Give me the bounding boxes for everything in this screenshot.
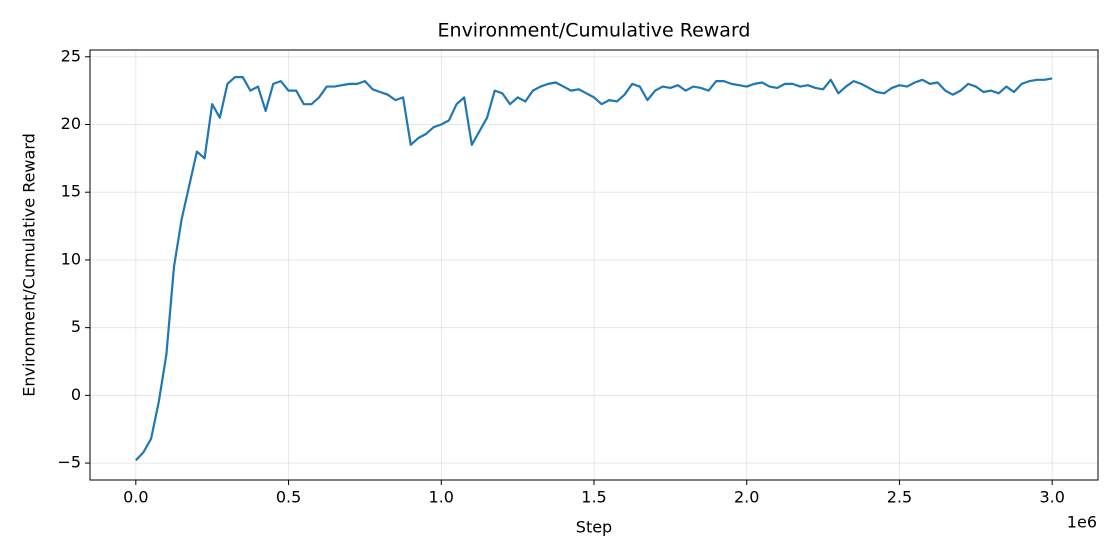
- x-tick-label: 2.0: [734, 488, 759, 507]
- y-tick-label: −5: [57, 453, 81, 472]
- x-axis-label: Step: [576, 518, 612, 537]
- y-tick-label: 20: [61, 114, 81, 133]
- plot-frame: [89, 49, 1099, 481]
- chart-title: Environment/Cumulative Reward: [438, 20, 751, 42]
- x-tick-label: 3.0: [1039, 488, 1064, 507]
- y-tick-label: 25: [61, 46, 81, 65]
- y-tick-label: 15: [61, 182, 81, 201]
- y-tick-label: 10: [61, 249, 81, 268]
- data-line: [135, 75, 1053, 462]
- y-tick-label: 5: [71, 317, 81, 336]
- x-tick-label: 1.5: [581, 488, 606, 507]
- x-offset-label: 1e6: [1067, 513, 1097, 532]
- y-tick-label: 0: [71, 385, 81, 404]
- x-tick-label: 2.5: [887, 488, 912, 507]
- y-axis-label: Environment/Cumulative Reward: [20, 133, 39, 397]
- x-tick-label: 0.0: [123, 488, 148, 507]
- x-tick-label: 1.0: [429, 488, 454, 507]
- x-tick-label: 0.5: [276, 488, 301, 507]
